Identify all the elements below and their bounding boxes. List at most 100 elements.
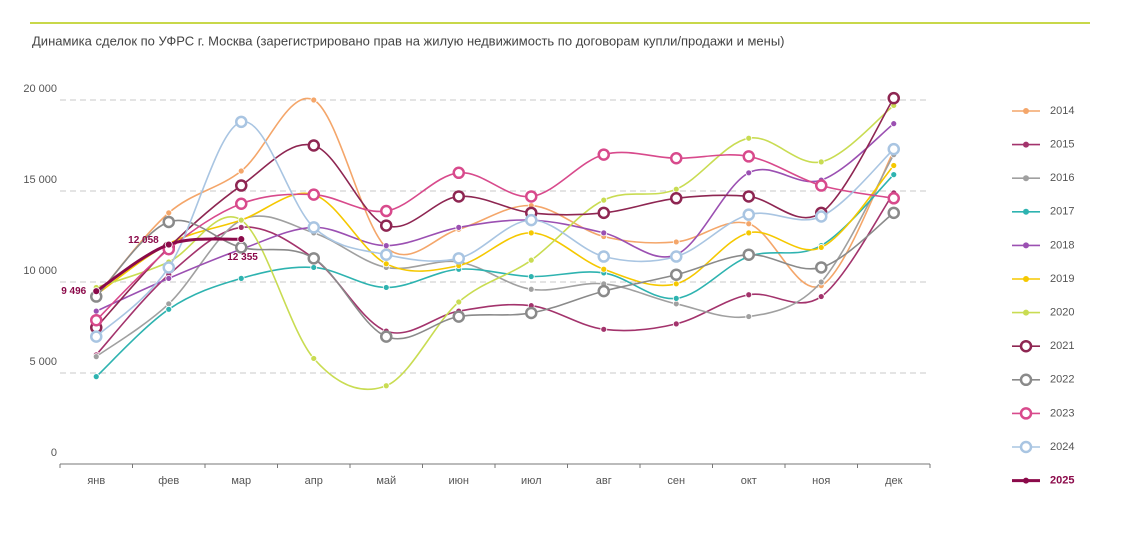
point <box>745 229 753 237</box>
point <box>310 96 318 104</box>
legend-label: 2025 <box>1050 475 1074 487</box>
point <box>237 167 245 175</box>
point <box>672 320 680 328</box>
point <box>817 293 825 300</box>
point <box>600 265 608 273</box>
point <box>527 273 535 280</box>
point <box>745 169 753 177</box>
point <box>92 353 100 361</box>
x-tick-label: май <box>376 475 396 487</box>
legend-label: 2016 <box>1050 172 1074 184</box>
series-line <box>95 192 895 356</box>
point <box>237 223 245 231</box>
legend-label: 2020 <box>1050 307 1074 319</box>
point <box>452 190 465 203</box>
point <box>452 310 465 323</box>
x-tick-label: окт <box>741 475 757 487</box>
point <box>237 235 246 244</box>
legend-marker <box>1023 276 1029 282</box>
point <box>672 294 680 302</box>
point <box>815 179 828 192</box>
value-label: 12 355 <box>227 252 258 263</box>
series-line <box>95 121 895 338</box>
point <box>237 216 245 224</box>
point <box>742 190 755 203</box>
point <box>382 260 390 268</box>
legend-marker <box>1023 242 1029 249</box>
legend-marker <box>1019 407 1033 420</box>
legend-marker <box>1023 309 1029 316</box>
point <box>527 229 535 237</box>
point <box>165 274 173 282</box>
legend-marker <box>1023 208 1029 215</box>
point <box>235 115 248 129</box>
point <box>452 166 465 180</box>
point <box>527 285 535 293</box>
point <box>597 206 610 220</box>
legend-marker <box>1019 339 1033 353</box>
point <box>380 204 393 218</box>
point <box>600 229 608 237</box>
y-tick-label: 15 000 <box>23 174 57 186</box>
x-tick-label: июл <box>521 475 542 487</box>
point <box>670 192 683 205</box>
point <box>745 313 753 320</box>
y-tick-label: 20 000 <box>23 83 57 95</box>
point <box>165 209 173 217</box>
series-line <box>95 97 895 298</box>
series-line <box>95 97 895 329</box>
point <box>382 382 390 390</box>
point <box>742 150 755 163</box>
point <box>455 298 463 306</box>
point <box>455 223 463 231</box>
legend-label: 2014 <box>1050 105 1074 117</box>
series-line <box>95 123 895 312</box>
y-tick-label: 10 000 <box>23 265 57 277</box>
point <box>745 134 753 142</box>
point <box>672 280 680 288</box>
legend-marker <box>1023 108 1029 114</box>
legend-label: 2015 <box>1050 139 1074 151</box>
point <box>307 252 320 265</box>
legend-label: 2018 <box>1050 239 1074 251</box>
point <box>817 244 825 251</box>
legend-label: 2021 <box>1050 340 1074 352</box>
legend-label: 2023 <box>1050 407 1074 419</box>
legend-label: 2017 <box>1050 206 1074 218</box>
y-tick-label: 5 000 <box>29 356 57 368</box>
point <box>742 248 755 261</box>
point <box>527 256 535 264</box>
point <box>887 142 900 156</box>
point <box>237 274 245 282</box>
value-label: 9 496 <box>61 286 86 297</box>
legend-marker <box>1023 141 1029 148</box>
legend-marker <box>1019 440 1033 454</box>
point <box>890 162 898 169</box>
legend-marker <box>1019 373 1033 387</box>
x-tick-label: июн <box>449 475 469 487</box>
x-tick-label: сен <box>667 475 685 487</box>
point <box>600 325 608 333</box>
point <box>90 313 103 327</box>
point <box>670 151 683 165</box>
point <box>597 250 610 263</box>
point <box>90 330 103 343</box>
point <box>165 305 173 313</box>
point <box>890 171 898 179</box>
point <box>745 291 753 299</box>
point <box>817 158 825 166</box>
series-line <box>95 104 895 391</box>
point <box>815 261 828 274</box>
point <box>745 220 753 228</box>
point <box>235 197 248 210</box>
point <box>164 240 173 249</box>
point <box>382 284 390 291</box>
x-tick-label: фев <box>158 475 179 487</box>
point <box>310 355 318 362</box>
point <box>815 210 828 223</box>
point <box>672 185 680 193</box>
point <box>597 148 610 161</box>
point <box>162 261 175 274</box>
x-tick-label: апр <box>305 475 323 487</box>
